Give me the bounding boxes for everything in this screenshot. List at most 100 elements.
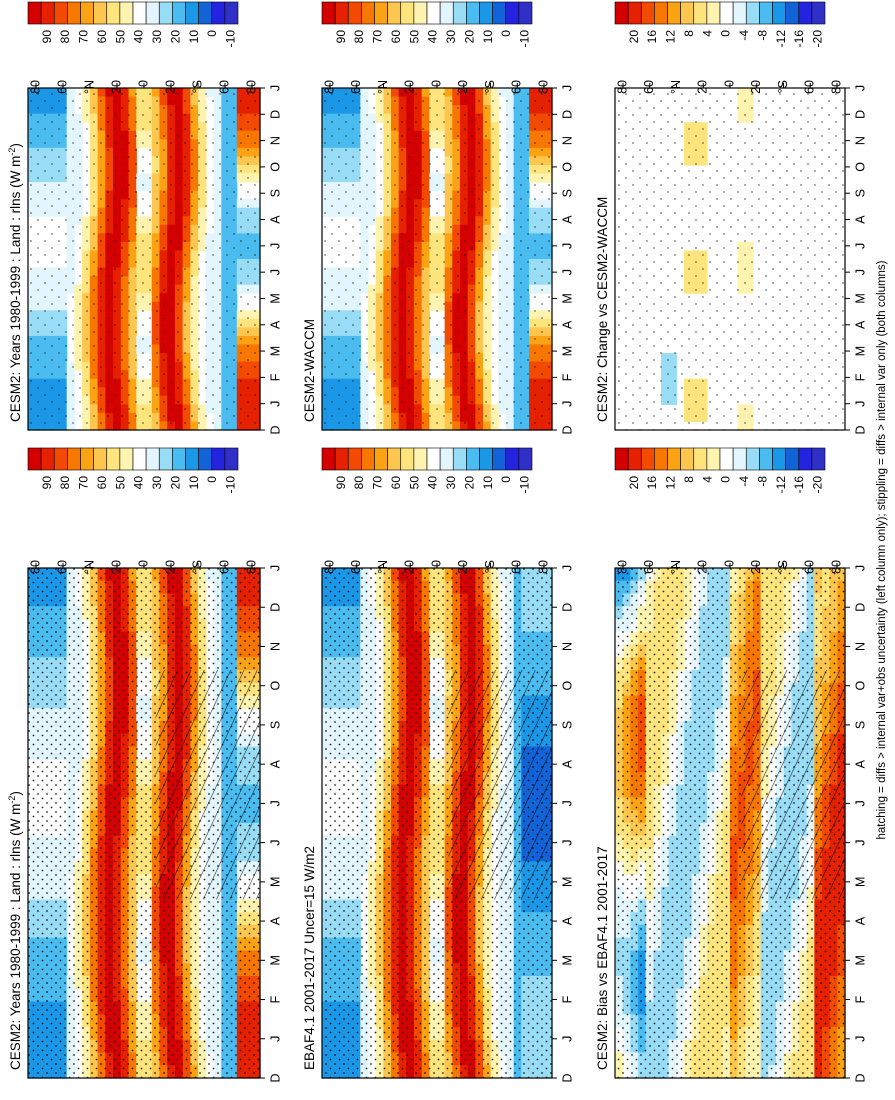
colorbar-label: 80 [58, 30, 72, 44]
month-tick-label: O [268, 681, 282, 691]
colorbar-swatch [80, 447, 94, 471]
lat-tick-label: 80 [536, 560, 550, 574]
colorbar-swatch [347, 1, 362, 25]
colorbar-swatch [224, 1, 239, 25]
month-tick-label: F [560, 995, 574, 1003]
lat-tick-label: 20 [456, 560, 470, 574]
colorbar-swatch [505, 1, 520, 25]
month-tick-label: D [268, 425, 282, 434]
colorbar-swatch [505, 447, 520, 471]
lat-tick-label: °S [483, 560, 497, 573]
month-tick-label: J [560, 839, 574, 845]
colorbar-swatch [518, 447, 533, 471]
lat-tick-label: 80 [322, 80, 336, 94]
colorbar-label: 70 [371, 30, 385, 44]
month-tick-label: F [268, 995, 282, 1003]
colorbar-swatch [413, 1, 428, 25]
month-tick-label: F [268, 373, 282, 381]
lat-tick-label: 80 [536, 80, 550, 94]
month-tick-label: J [560, 565, 574, 571]
lat-tick-label: 60 [217, 560, 231, 574]
colorbar-swatch [158, 447, 173, 471]
month-tick-label: J [268, 800, 282, 806]
lat-tick-label: 60 [349, 560, 363, 574]
month-tick-label: M [268, 877, 282, 887]
colorbar-swatch [518, 1, 533, 25]
lat-tick-label: 20 [109, 560, 123, 574]
colorbar-label: 40 [426, 30, 440, 44]
lat-tick-label: 20 [163, 80, 177, 94]
colorbar-swatch [106, 447, 121, 471]
colorbar-label: 30 [150, 476, 164, 490]
colorbar-label: 20 [168, 476, 182, 490]
lat-tick-label: 60 [510, 80, 524, 94]
colorbar-swatch [40, 447, 55, 471]
colorbar-swatch [198, 447, 213, 471]
panel-title: CESM2-WACCM [302, 319, 317, 422]
colorbar-swatch [119, 1, 134, 25]
colorbar-swatch [374, 447, 388, 471]
colorbar-label: 50 [407, 30, 421, 44]
month-tick-label: J [560, 269, 574, 275]
lat-tick-label: 0 [429, 560, 443, 567]
panel-title-sup: -2 [7, 148, 17, 156]
month-tick-label: S [268, 189, 282, 197]
lat-tick-label: 80 [322, 560, 336, 574]
colorbar-swatch [413, 447, 428, 471]
panel-title-sup: -2 [7, 796, 17, 804]
colorbar-swatch [67, 1, 81, 25]
month-tick-label: J [560, 800, 574, 806]
month-tick-label: S [560, 721, 574, 729]
month-tick-label: A [560, 320, 574, 329]
colorbar-swatch [387, 447, 402, 471]
month-tick-label: D [560, 1073, 574, 1082]
colorbar-swatch [400, 1, 415, 25]
colorbar-swatch [132, 447, 147, 471]
month-tick-label: D [268, 110, 282, 119]
colorbar-label: 90 [334, 476, 348, 490]
lat-tick-label: °N [82, 560, 96, 574]
colorbar-label: 40 [426, 476, 440, 490]
panel-title: CESM2: Years 1980-1999 : Land : rlns (W … [7, 791, 23, 1070]
colorbar-label: 20 [462, 30, 476, 44]
month-tick-label: D [268, 603, 282, 612]
colorbar-label: -10 [224, 30, 238, 48]
colorbar-label: 90 [40, 30, 54, 44]
month-tick-label: S [268, 721, 282, 729]
panel-title: CESM2: Years 1980-1999 : Land : rlns (W … [7, 143, 23, 422]
colorbar-label: 60 [95, 476, 109, 490]
colorbar-swatch [106, 1, 121, 25]
colorbar-swatch [466, 1, 480, 25]
month-tick-label: D [560, 110, 574, 119]
colorbar: 90 80 70 60 50 40 30 20 10 0 -10 [321, 1, 533, 47]
colorbar-swatch [479, 1, 493, 25]
colorbar-label: 40 [132, 30, 146, 44]
colorbar-swatch [492, 1, 507, 25]
lat-tick-label: 20 [163, 560, 177, 574]
colorbar-swatch [119, 447, 134, 471]
colorbar-label: 80 [58, 476, 72, 490]
lat-tick-label: 60 [217, 80, 231, 94]
month-tick-label: J [560, 401, 574, 407]
month-tick-label: A [560, 215, 574, 224]
panel-grid: D J F M A M J J A S O N D J 80 60 °N 20 0 20 °S 60 80 CESM2: Ye… [7, 1, 867, 1083]
month-tick-label: S [560, 189, 574, 197]
month-tick-label: M [560, 877, 574, 887]
panel-title-text: CESM2: Years 1980-1999 : Land : rlns (W … [8, 156, 23, 422]
month-tick-label: A [560, 916, 574, 925]
lat-tick-label: °N [376, 80, 390, 94]
month-tick-label: F [560, 373, 574, 381]
colorbar-swatch [452, 447, 467, 471]
month-tick-label: N [268, 136, 282, 145]
colorbar-swatch [439, 1, 454, 25]
lat-tick-label: °S [483, 80, 497, 93]
colorbar-swatch [374, 1, 388, 25]
hatching-overlay [448, 670, 552, 900]
colorbar-swatch [27, 447, 42, 471]
lat-tick-label: 20 [403, 560, 417, 574]
colorbar-swatch [145, 1, 160, 25]
